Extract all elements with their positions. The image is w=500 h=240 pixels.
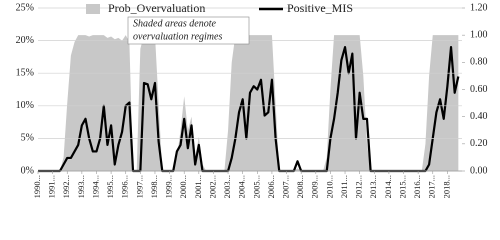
x-tick-label: 1997... — [134, 175, 144, 198]
x-tick-label: 2000... — [178, 175, 188, 198]
x-tick-label: 1990... — [32, 175, 42, 198]
y2-tick-label: 0.60 — [470, 84, 488, 95]
x-tick-label: 2012... — [354, 175, 364, 198]
x-tick-label: 2006... — [266, 175, 276, 198]
x-tick-label: 1999... — [164, 175, 174, 198]
x-tick-label: 1996... — [120, 175, 130, 198]
x-tick-label: 2016... — [412, 175, 422, 198]
chart: Shaded areas denote overvaluation regime… — [16, 1, 488, 199]
x-tick-label: 2014... — [383, 175, 393, 198]
legend-swatch — [86, 4, 100, 14]
x-tick-label: 2002... — [207, 175, 217, 198]
y-tick-label: 25% — [16, 2, 34, 13]
x-tick-label: 2008... — [295, 175, 305, 198]
y2-tick-label: 1.00 — [470, 29, 488, 40]
y2-tick-label: 0.20 — [470, 138, 488, 149]
x-tick-label: 1998... — [149, 175, 159, 198]
x-tick-label: 1993... — [76, 175, 86, 198]
y2-tick-label: 1.20 — [470, 2, 488, 13]
x-tick-label: 2018... — [441, 175, 451, 198]
annotation-box — [127, 16, 250, 45]
x-tick-label: 2009... — [310, 175, 320, 198]
y-tick-label: 10% — [16, 100, 34, 111]
x-tick-label: 2011... — [339, 175, 349, 198]
annotation-line: overvaluation regimes — [133, 31, 222, 42]
x-tick-label: 1991... — [47, 175, 57, 198]
x-tick-label: 2015... — [397, 175, 407, 198]
x-tick-label: 2013... — [368, 175, 378, 198]
legend-label: Prob_Overvaluation — [108, 1, 205, 15]
y-tick-label: 20% — [16, 35, 34, 46]
y2-tick-label: 0.40 — [470, 111, 488, 122]
y-tick-label: 15% — [16, 67, 34, 78]
x-tick-label: 2001... — [193, 175, 203, 198]
x-tick-label: 2004... — [237, 175, 247, 198]
y2-tick-label: 0.00 — [470, 165, 488, 176]
annotation: Shaded areas denote overvaluation regime… — [127, 16, 250, 45]
x-tick-label: 2003... — [222, 175, 232, 198]
x-tick-label: 1994... — [90, 175, 100, 198]
y2-tick-label: 0.80 — [470, 57, 488, 68]
y-tick-label: 0% — [21, 165, 34, 176]
x-tick-label: 2005... — [251, 175, 261, 198]
x-tick-label: 2010... — [324, 175, 334, 198]
annotation-line: Shaded areas denote — [133, 18, 217, 29]
x-tick-label: 2007... — [281, 175, 291, 198]
x-tick-label: 2017... — [427, 175, 437, 198]
x-tick-label: 1992... — [61, 175, 71, 198]
x-tick-label: 1995... — [105, 175, 115, 198]
y-tick-label: 5% — [21, 133, 34, 144]
legend-label: Positive_MIS — [287, 1, 353, 15]
